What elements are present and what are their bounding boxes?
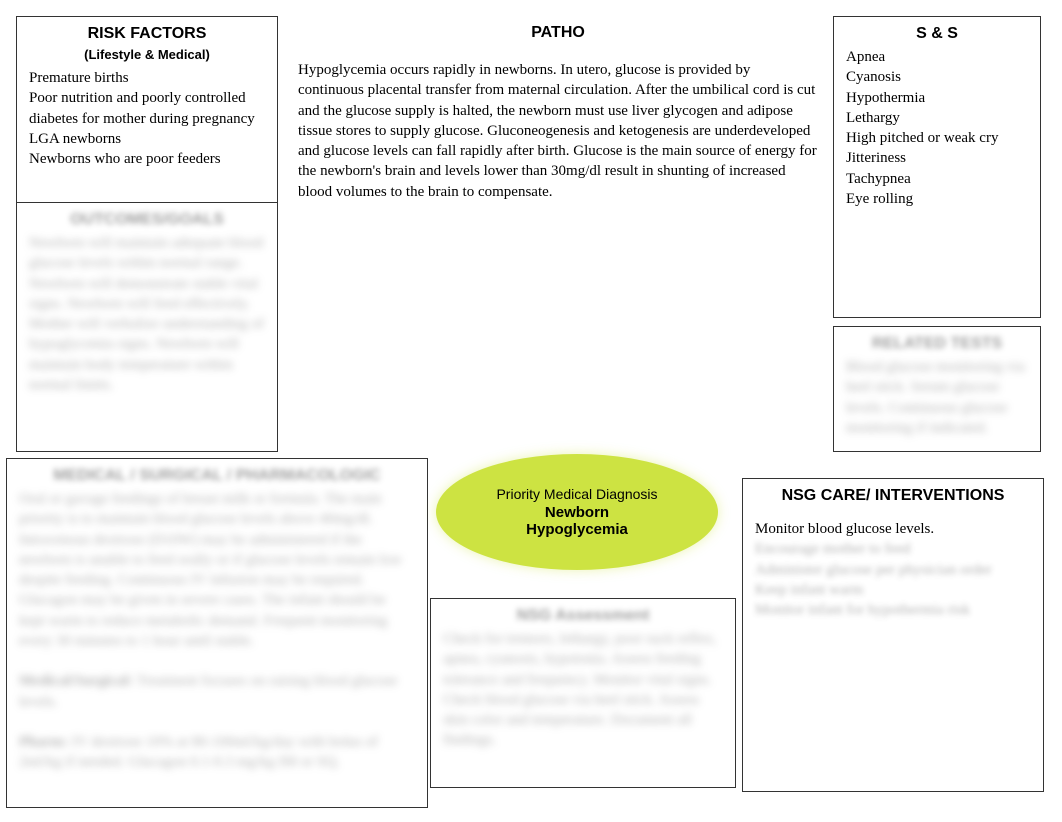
- medical-box-blurred: MEDICAL / SURGICAL / PHARMACOLOGIC Oral …: [6, 458, 428, 808]
- assessment-box-blurred: NSG Assessment Check for tremors, lethar…: [430, 598, 736, 788]
- concept-map-container: RISK FACTORS (Lifestyle & Medical) Prema…: [0, 0, 1062, 822]
- nsg-item-blurred: Keep infant warm: [755, 580, 1031, 600]
- ss-item: Hypothermia: [846, 88, 1028, 108]
- signs-symptoms-box: S & S Apnea Cyanosis Hypothermia Letharg…: [833, 16, 1041, 318]
- risk-item: LGA newborns: [29, 129, 265, 149]
- medical-content-blurred: Oral or gavage feedings of breast milk o…: [19, 489, 415, 773]
- pharm-filler: IV dextrose 10% at 80-100ml/kg/day with …: [19, 734, 378, 770]
- related-tests-title-blurred: RELATED TESTS: [846, 335, 1028, 353]
- nsg-care-box: NSG CARE/ INTERVENTIONS Monitor blood gl…: [742, 478, 1044, 792]
- risk-item: Poor nutrition and poorly controlled dia…: [29, 88, 265, 129]
- nsg-item-blurred: Administer glucose per physician order: [755, 560, 1031, 580]
- ss-item: Cyanosis: [846, 67, 1028, 87]
- patho-content: Hypoglycemia occurs rapidly in newborns.…: [298, 60, 818, 202]
- outcomes-content-blurred: Newborn will maintain adequate blood glu…: [29, 233, 265, 395]
- ss-item: Tachypnea: [846, 169, 1028, 189]
- diagnosis-text-2: Hypoglycemia: [526, 521, 628, 538]
- diagnosis-label: Priority Medical Diagnosis: [496, 486, 657, 502]
- ss-item: Jitteriness: [846, 148, 1028, 168]
- medical-label: Medical/Surgical:: [19, 673, 133, 689]
- pharm-label: Pharm:: [19, 734, 68, 750]
- ss-item: High pitched or weak cry: [846, 128, 1028, 148]
- nsg-care-content: Monitor blood glucose levels. Encourage …: [755, 519, 1031, 620]
- ss-item: Lethargy: [846, 108, 1028, 128]
- risk-factors-content: Premature births Poor nutrition and poor…: [29, 68, 265, 169]
- nsg-item: Monitor blood glucose levels.: [755, 519, 1031, 539]
- outcomes-title-blurred: OUTCOMES/GOALS: [29, 211, 265, 229]
- signs-symptoms-title: S & S: [846, 25, 1028, 43]
- outcomes-box-blurred: OUTCOMES/GOALS Newborn will maintain ade…: [16, 202, 278, 452]
- nsg-item-blurred: Monitor infant for hypothermia risk: [755, 600, 1031, 620]
- diagnosis-ellipse: Priority Medical Diagnosis Newborn Hypog…: [436, 454, 718, 570]
- patho-title: PATHO: [298, 24, 818, 42]
- risk-factors-box: RISK FACTORS (Lifestyle & Medical) Prema…: [16, 16, 278, 204]
- nsg-item-blurred: Encourage mother to feed: [755, 539, 1031, 559]
- risk-factors-title: RISK FACTORS: [29, 25, 265, 43]
- related-tests-box-blurred: RELATED TESTS Blood glucose monitoring v…: [833, 326, 1041, 452]
- assessment-content-blurred: Check for tremors, lethargy, poor suck r…: [443, 629, 723, 751]
- ss-item: Apnea: [846, 47, 1028, 67]
- risk-item: Newborns who are poor feeders: [29, 149, 265, 169]
- risk-item: Premature births: [29, 68, 265, 88]
- risk-factors-subtitle: (Lifestyle & Medical): [29, 47, 265, 62]
- medical-filler: Oral or gavage feedings of breast milk o…: [19, 491, 402, 649]
- patho-box: PATHO Hypoglycemia occurs rapidly in new…: [286, 16, 830, 456]
- assessment-title-blurred: NSG Assessment: [443, 607, 723, 625]
- related-tests-content-blurred: Blood glucose monitoring via heel stick.…: [846, 357, 1028, 438]
- ss-item: Eye rolling: [846, 189, 1028, 209]
- medical-title-blurred: MEDICAL / SURGICAL / PHARMACOLOGIC: [19, 467, 415, 485]
- nsg-care-title: NSG CARE/ INTERVENTIONS: [755, 487, 1031, 505]
- signs-symptoms-content: Apnea Cyanosis Hypothermia Lethargy High…: [846, 47, 1028, 209]
- diagnosis-text-1: Newborn: [545, 504, 609, 521]
